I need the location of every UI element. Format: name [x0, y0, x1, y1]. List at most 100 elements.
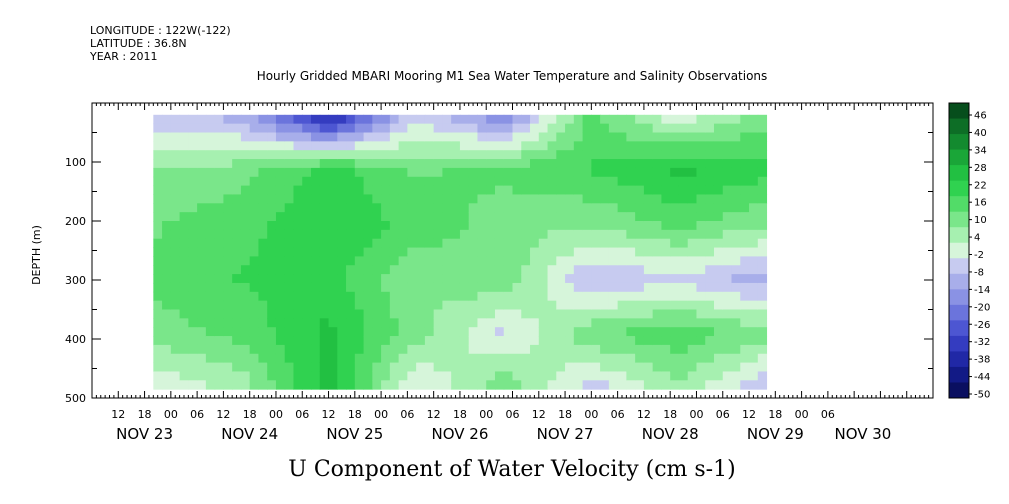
heatmap-cell: [696, 221, 706, 231]
heatmap-cell: [757, 274, 768, 284]
heatmap-cell: [626, 238, 636, 249]
heatmap-cell: [346, 380, 356, 390]
heatmap-cell: [275, 309, 286, 319]
heatmap-cell: [678, 167, 689, 178]
heatmap-cell: [223, 141, 233, 151]
heatmap-cell: [337, 203, 347, 213]
heatmap-cell: [249, 123, 259, 133]
heatmap-cell: [328, 353, 338, 364]
heatmap-cell: [372, 256, 382, 266]
heatmap-cell: [670, 291, 680, 302]
heatmap-cell: [205, 150, 216, 160]
heatmap-cell: [731, 221, 741, 231]
heatmap-cell: [591, 203, 601, 213]
heatmap-cell: [293, 141, 303, 151]
heatmap-cell: [311, 141, 321, 151]
heatmap-cell: [670, 221, 680, 231]
heatmap-cell: [398, 114, 408, 125]
heatmap-cell: [346, 300, 356, 310]
heatmap-cell: [678, 141, 689, 151]
heatmap-cell: [547, 256, 557, 266]
heatmap-cell: [582, 176, 592, 187]
heatmap-cell: [678, 238, 689, 249]
heatmap-cell: [617, 229, 627, 240]
heatmap-cell: [521, 212, 531, 222]
heatmap-cell: [600, 380, 610, 390]
heatmap-cell: [346, 274, 356, 284]
heatmap-cell: [302, 274, 312, 284]
heatmap-cell: [179, 203, 189, 213]
heatmap-cell: [696, 291, 706, 302]
heatmap-cell: [381, 132, 391, 142]
heatmap-cell: [214, 309, 224, 319]
heatmap-cell: [328, 282, 338, 293]
heatmap-cell: [328, 221, 338, 231]
heatmap-cell: [459, 238, 470, 249]
colorbar-swatch: [949, 289, 969, 306]
heatmap-cell: [617, 300, 627, 310]
heatmap-cell: [608, 203, 619, 213]
heatmap-cell: [424, 176, 435, 187]
heatmap-cell: [153, 309, 163, 319]
heatmap-cell: [582, 221, 592, 231]
heatmap-cell: [240, 132, 251, 142]
heatmap-cell: [477, 344, 487, 355]
heatmap-cell: [503, 185, 513, 195]
heatmap-cell: [372, 159, 382, 169]
heatmap-cell: [573, 344, 584, 355]
heatmap-cell: [346, 159, 356, 169]
heatmap-cell: [530, 353, 540, 364]
heatmap-cell: [626, 291, 636, 302]
heatmap-cell: [608, 185, 619, 195]
heatmap-cell: [556, 371, 566, 381]
heatmap-cell: [232, 132, 242, 142]
heatmap-cell: [398, 185, 408, 195]
heatmap-cell: [337, 274, 347, 284]
heatmap-cell: [582, 353, 592, 364]
heatmap-cell: [389, 176, 400, 187]
heatmap-cell: [311, 114, 321, 125]
heatmap-cell: [678, 318, 689, 328]
heatmap-cell: [433, 247, 443, 257]
heatmap-cell: [538, 238, 549, 249]
heatmap-cell: [197, 380, 207, 390]
heatmap-cell: [477, 185, 487, 195]
heatmap-cell: [608, 132, 619, 142]
heatmap-cell: [582, 265, 592, 275]
heatmap-cell: [179, 114, 189, 125]
heatmap-cell: [757, 221, 768, 231]
heatmap-cell: [617, 123, 627, 133]
heatmap-cell: [521, 123, 531, 133]
heatmap-cell: [486, 344, 496, 355]
heatmap-cell: [205, 344, 216, 355]
heatmap-cell: [547, 159, 557, 169]
heatmap-cell: [696, 327, 706, 337]
heatmap-cell: [240, 176, 251, 187]
heatmap-cell: [635, 132, 645, 142]
heatmap-cell: [372, 238, 382, 249]
heatmap-cell: [381, 282, 391, 293]
heatmap-cell: [468, 309, 478, 319]
heatmap-cell: [416, 327, 426, 337]
heatmap-cell: [223, 150, 233, 160]
heatmap-cell: [617, 247, 627, 257]
heatmap-cell: [275, 362, 286, 372]
heatmap-cell: [722, 353, 733, 364]
heatmap-cell: [363, 327, 373, 337]
heatmap-cell: [591, 176, 601, 187]
heatmap-cell: [267, 380, 277, 390]
heatmap-cell: [363, 114, 373, 125]
heatmap-cell: [582, 318, 592, 328]
heatmap-cell: [433, 132, 443, 142]
heatmap-cell: [617, 167, 627, 178]
heatmap-cell: [617, 185, 627, 195]
heatmap-cell: [442, 336, 452, 346]
heatmap-cell: [713, 327, 724, 337]
heatmap-cell: [319, 344, 330, 355]
heatmap-cell: [354, 185, 365, 195]
heatmap-cell: [240, 336, 251, 346]
heatmap-cell: [407, 132, 417, 142]
x-hour-label: 00: [689, 408, 703, 421]
heatmap-cell: [521, 229, 531, 240]
heatmap-cell: [389, 238, 400, 249]
